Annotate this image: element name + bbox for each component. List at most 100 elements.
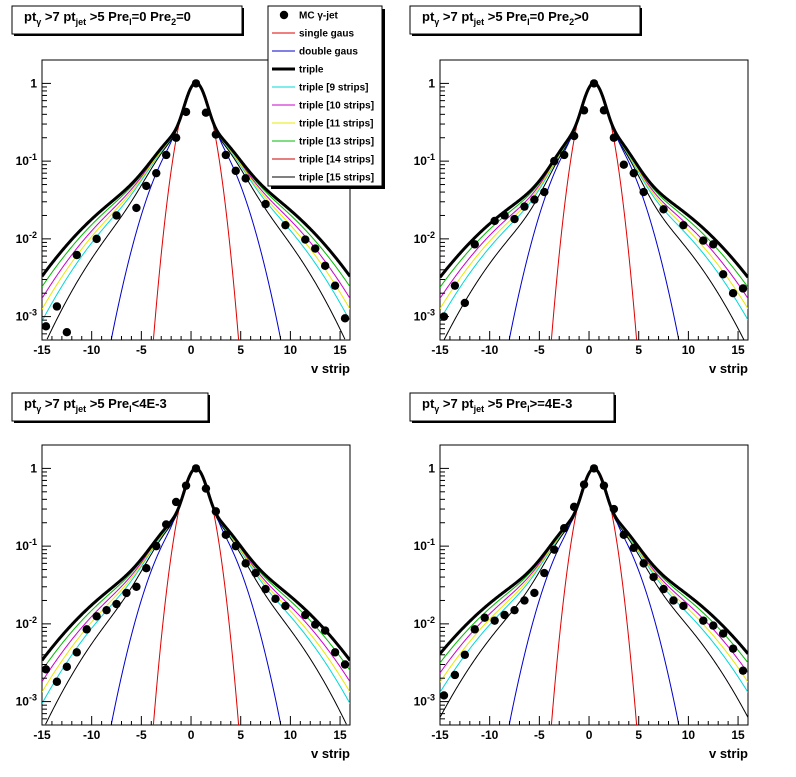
legend-entry-s14: triple [14 strips] — [272, 155, 374, 166]
data-point — [231, 541, 240, 551]
data-point — [112, 211, 121, 220]
y-tick-label: 1 — [428, 76, 435, 90]
data-point — [161, 520, 171, 529]
data-point — [330, 648, 340, 657]
data-point — [221, 530, 231, 539]
data-point — [281, 220, 290, 230]
data-point — [340, 660, 350, 669]
x-tick-label: 0 — [586, 343, 593, 357]
data-point — [460, 650, 470, 659]
data-point — [201, 108, 211, 117]
data-point — [211, 130, 221, 139]
data-point — [171, 133, 181, 142]
data-point — [490, 616, 499, 625]
data-point — [728, 289, 738, 298]
data-point — [41, 322, 51, 331]
x-tick-label: -5 — [534, 343, 545, 357]
data-point — [550, 156, 559, 166]
data-point — [271, 594, 280, 604]
data-point — [142, 564, 151, 573]
mc-points — [41, 464, 350, 686]
data-point — [261, 584, 270, 594]
legend-label: double gaus — [299, 47, 358, 58]
x-tick-label: -15 — [33, 728, 51, 742]
data-point — [699, 616, 708, 625]
data-point — [609, 504, 619, 514]
legend-label: triple [11 strips] — [299, 119, 373, 130]
data-point — [439, 691, 449, 700]
data-point — [599, 481, 609, 490]
data-point — [709, 240, 718, 249]
data-point — [231, 166, 240, 176]
x-tick-label: 0 — [188, 343, 195, 357]
data-point — [241, 174, 250, 183]
y-axis: 1 10-1 10-2 10-3 — [16, 444, 51, 726]
data-point — [540, 187, 549, 197]
x-tick-label: 15 — [333, 343, 347, 357]
x-tick-label: 15 — [731, 343, 745, 357]
y-tick-label: 10-2 — [414, 615, 435, 631]
data-point — [569, 131, 579, 141]
data-point — [629, 168, 638, 178]
legend-entry-s10: triple [10 strips] — [272, 101, 374, 112]
data-point — [72, 250, 81, 260]
data-point — [619, 530, 629, 539]
data-point — [152, 168, 161, 178]
chart-title: ptγ >7 ptjet >5 Prel<4E-3 — [11, 392, 210, 423]
y-axis: 1 10-1 10-2 10-3 — [414, 444, 449, 726]
x-axis: -15 -10 -5 0 5 10 15 v strip — [33, 331, 351, 376]
x-axis-label: v strip — [709, 746, 748, 761]
y-tick-label: 1 — [428, 461, 435, 475]
data-point — [251, 568, 260, 578]
x-tick-label: 15 — [333, 728, 347, 742]
data-point — [738, 284, 748, 293]
data-point — [450, 281, 460, 290]
legend-marker — [279, 10, 289, 20]
x-tick-label: -10 — [83, 728, 101, 742]
data-point — [639, 559, 648, 568]
data-point — [569, 502, 579, 512]
data-point — [320, 261, 330, 271]
data-point — [142, 181, 151, 191]
y-tick-label: 10-3 — [16, 693, 37, 709]
data-point — [609, 133, 619, 142]
data-point — [171, 497, 181, 507]
legend-label: triple — [299, 65, 324, 76]
data-point — [460, 298, 470, 308]
data-point — [490, 216, 499, 226]
data-point — [470, 240, 479, 249]
data-point — [559, 524, 569, 533]
data-point — [201, 484, 211, 493]
x-tick-label: 0 — [586, 728, 593, 742]
data-point — [540, 568, 549, 578]
data-point — [718, 270, 728, 279]
data-point — [152, 541, 161, 551]
x-tick-label: -10 — [481, 343, 499, 357]
x-tick-label: -15 — [431, 728, 449, 742]
legend: MC γ-jet single gaus double gaus triple trip… — [267, 5, 385, 189]
x-axis: -15 -10 -5 0 5 10 15 v strip — [431, 331, 749, 376]
data-point — [211, 507, 221, 516]
data-point — [72, 648, 81, 657]
plot-frame — [439, 59, 749, 341]
data-point — [669, 596, 678, 605]
x-tick-label: 10 — [284, 343, 298, 357]
legend-entry-s9: triple [9 strips] — [272, 83, 368, 94]
data-point — [629, 543, 638, 553]
legend-entry-s15: triple [15 strips] — [272, 173, 374, 184]
y-tick-label: 10-1 — [16, 152, 37, 168]
x-tick-label: -5 — [136, 343, 147, 357]
x-tick-label: 5 — [635, 343, 642, 357]
data-point — [281, 601, 290, 611]
chart-title: ptγ >7 ptjet >5 Prel=0 Pre2>0 — [409, 5, 642, 36]
x-tick-label: 5 — [237, 343, 244, 357]
data-point — [301, 235, 310, 244]
y-axis: 1 10-1 10-2 10-3 — [16, 59, 51, 341]
y-tick-label: 10-3 — [414, 308, 435, 324]
data-point — [82, 625, 91, 634]
data-point — [330, 281, 340, 290]
y-tick-label: 10-1 — [414, 152, 435, 168]
mc-points — [439, 464, 748, 700]
chart-title: ptγ >7 ptjet >5 Prel=0 Pre2=0 — [11, 5, 244, 36]
svg-text:ptγ >7 ptjet >5 Prel>=4E-3: ptγ >7 ptjet >5 Prel>=4E-3 — [422, 396, 572, 414]
